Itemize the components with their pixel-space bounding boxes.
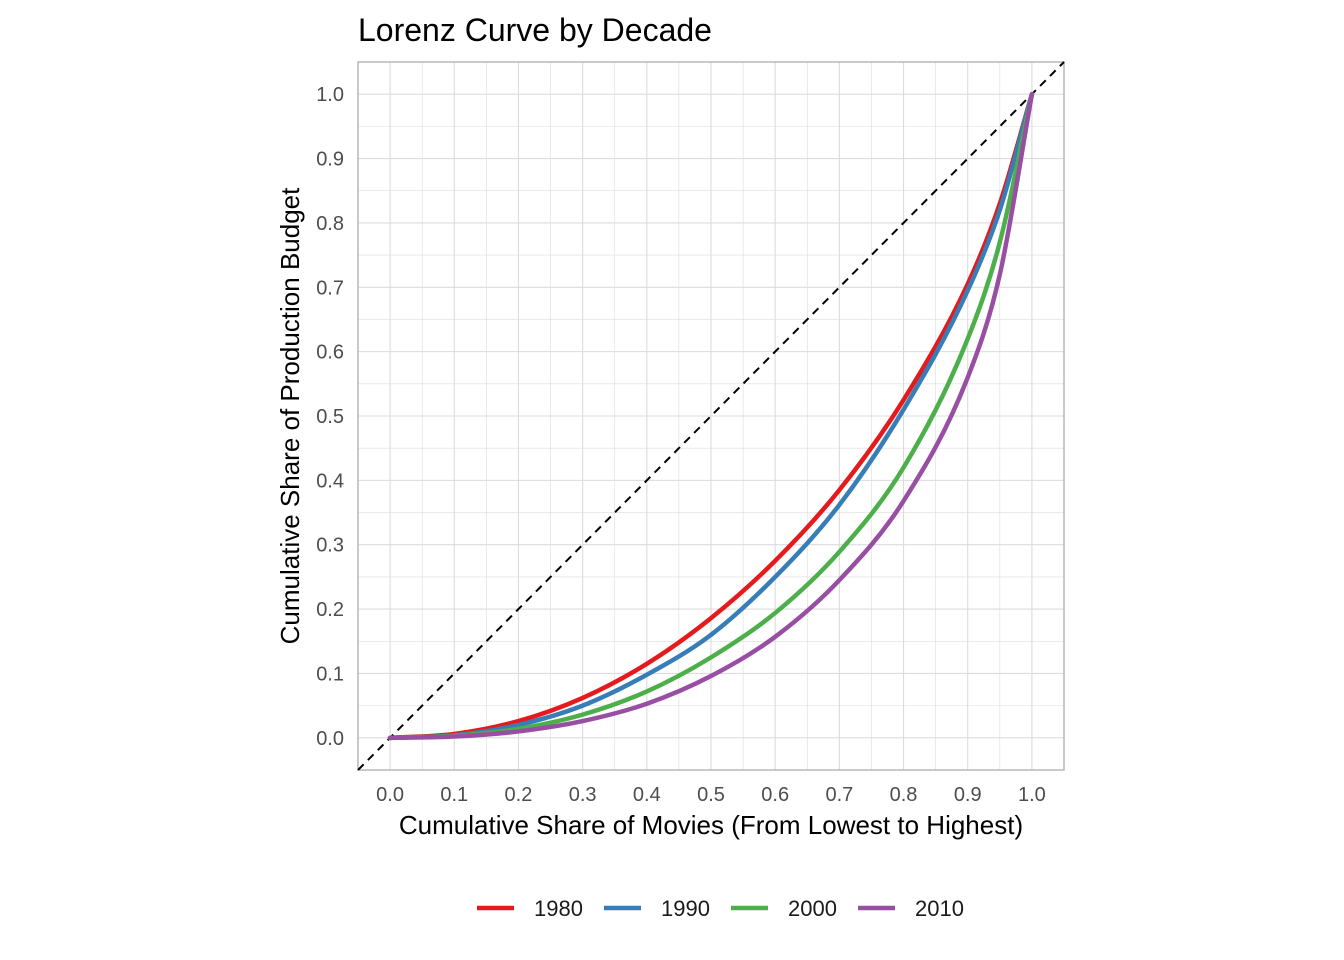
y-axis-title: Cumulative Share of Production Budget [275, 187, 305, 644]
x-axis-title: Cumulative Share of Movies (From Lowest … [399, 810, 1023, 840]
x-tick-label: 1.0 [1018, 784, 1046, 806]
plot-panel-border [357, 61, 1065, 771]
y-tick-label: 0.0 [316, 728, 344, 750]
y-tick-label: 0.2 [316, 599, 344, 621]
y-tick-label: 0.9 [316, 149, 344, 171]
series-line-2000 [387, 91, 1035, 741]
y-tick-label: 0.5 [316, 406, 344, 428]
grid-lines [357, 61, 1065, 771]
equality-reference-line [357, 61, 1065, 771]
y-axis-ticks: 0.0 0.1 0.2 0.3 0.4 0.5 0.6 0.7 0.8 0.9 1.0 [316, 84, 344, 750]
x-tick-label: 0.4 [633, 784, 661, 806]
y-tick-label: 0.8 [316, 213, 344, 235]
legend-label-1990: 1990 [661, 896, 710, 921]
series-line-1990 [387, 91, 1035, 741]
reference-line-group [357, 61, 1065, 771]
y-tick-label: 0.4 [316, 470, 344, 492]
x-tick-label: 0.7 [825, 784, 853, 806]
y-tick-label: 0.1 [316, 663, 344, 685]
legend-label-2000: 2000 [788, 896, 837, 921]
x-tick-label: 0.6 [761, 784, 789, 806]
y-tick-label: 0.6 [316, 342, 344, 364]
series-lines [387, 91, 1035, 741]
x-tick-label: 0.8 [890, 784, 918, 806]
legend: 1980 1990 2000 2010 [477, 896, 964, 921]
x-tick-label: 0.9 [954, 784, 982, 806]
series-line-1980 [387, 91, 1035, 741]
y-tick-label: 0.3 [316, 535, 344, 557]
series-line-2010 [387, 91, 1035, 741]
x-tick-label: 0.2 [505, 784, 533, 806]
y-tick-label: 1.0 [316, 84, 344, 106]
x-tick-label: 0.3 [569, 784, 597, 806]
x-tick-label: 0.1 [440, 784, 468, 806]
legend-label-1980: 1980 [534, 896, 583, 921]
x-tick-label: 0.0 [376, 784, 404, 806]
x-tick-label: 0.5 [697, 784, 725, 806]
legend-label-2010: 2010 [915, 896, 964, 921]
y-tick-label: 0.7 [316, 277, 344, 299]
x-axis-ticks: 0.0 0.1 0.2 0.3 0.4 0.5 0.6 0.7 0.8 0.9 1.0 [376, 784, 1046, 806]
chart-title: Lorenz Curve by Decade [358, 12, 712, 48]
